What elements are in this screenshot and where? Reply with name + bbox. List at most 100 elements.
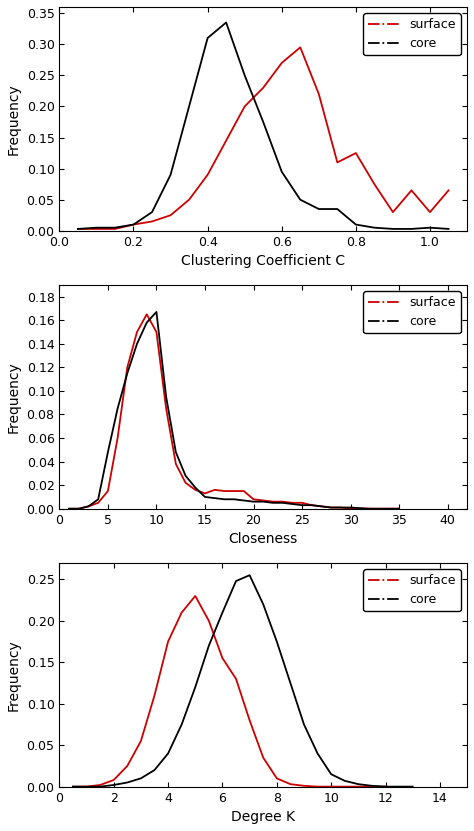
surface [223,135,229,145]
surface [70,782,76,792]
core [270,498,276,508]
surface [288,779,293,789]
core [396,782,402,792]
core [165,749,171,759]
core [125,368,130,378]
core [315,749,320,759]
core [206,641,212,651]
core [105,447,111,457]
core [149,207,155,217]
Line: surface: surface [73,596,385,787]
surface [280,497,285,507]
surface [179,607,184,617]
surface [168,210,173,220]
core [369,781,375,791]
core [427,223,433,233]
core [192,483,198,493]
core [316,204,322,214]
surface [348,504,354,514]
surface [186,194,192,204]
surface [144,309,150,319]
surface [383,782,388,792]
Y-axis label: Frequency: Frequency [7,639,21,711]
surface [164,404,169,414]
surface [84,782,90,792]
core [353,219,359,229]
surface [233,674,239,684]
surface [316,89,322,99]
surface [182,478,188,488]
core [202,492,208,502]
core [309,500,315,510]
core [348,503,354,513]
surface [154,327,159,337]
core [97,782,103,792]
surface [115,433,120,443]
surface [212,484,218,494]
surface [242,101,247,111]
surface [251,494,256,504]
core [111,780,117,790]
surface [125,362,130,372]
core [372,223,377,233]
surface [301,781,307,791]
Y-axis label: Frequency: Frequency [7,361,21,433]
core [247,570,253,580]
core [231,494,237,504]
core [446,224,451,234]
surface [335,157,340,167]
Line: core: core [73,575,413,787]
core [319,501,324,511]
core [84,782,90,792]
surface [309,500,315,510]
surface [192,484,198,494]
core [328,503,334,513]
core [95,494,101,504]
Legend: surface, core: surface, core [363,13,461,56]
Y-axis label: Frequency: Frequency [7,83,21,155]
core [134,339,140,349]
surface [279,58,284,68]
Line: surface: surface [69,314,399,509]
core [66,504,72,514]
core [173,447,179,457]
Line: core: core [78,22,448,229]
surface [125,761,130,771]
core [367,504,373,514]
core [152,765,157,775]
surface [241,486,246,496]
surface [219,653,225,663]
surface [270,497,276,507]
core [93,223,99,233]
surface [356,782,361,792]
surface [152,691,157,701]
core [154,307,159,317]
core [301,720,307,730]
surface [369,782,375,792]
X-axis label: Clustering Coefficient C: Clustering Coefficient C [181,254,345,268]
core [396,504,402,514]
surface [221,486,227,496]
surface [409,185,414,195]
core [279,167,284,177]
core [168,170,173,179]
core [233,576,239,586]
surface [231,486,237,496]
surface [315,782,320,792]
Line: surface: surface [78,47,448,229]
core [182,470,188,480]
core [280,498,285,508]
core [112,223,118,233]
surface [206,616,212,626]
X-axis label: Degree K: Degree K [231,810,295,824]
core [251,497,256,507]
core [125,778,130,788]
surface [205,170,210,179]
core [409,224,414,234]
surface [165,637,171,647]
surface [247,715,253,725]
surface [95,498,101,508]
core [288,678,293,688]
surface [112,224,118,234]
core [274,637,280,647]
